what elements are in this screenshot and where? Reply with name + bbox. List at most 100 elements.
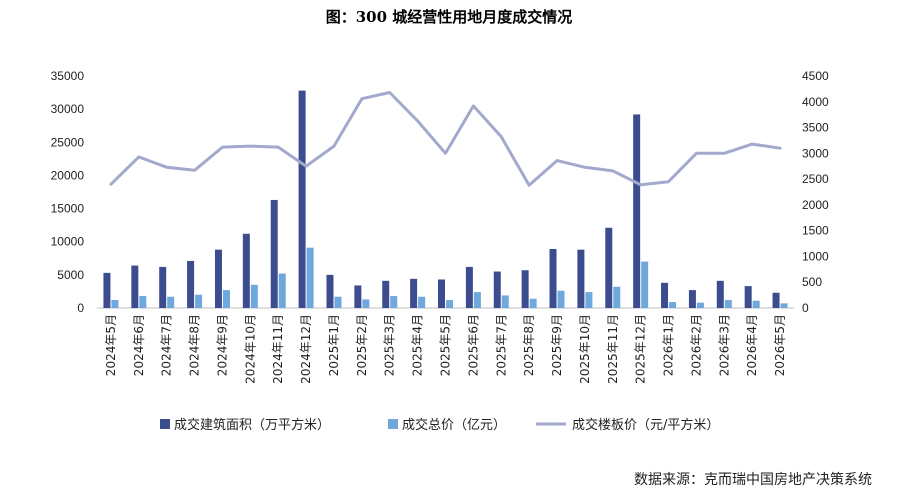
legend: 成交建筑面积（万平方米） 成交总价（亿元） 成交楼板价（元/平方米） — [160, 417, 719, 433]
bar-area — [661, 282, 669, 308]
x-tick-label: 2025年8月 — [522, 314, 536, 376]
line-point — [416, 120, 419, 122]
bar-area — [131, 265, 139, 308]
line-point — [639, 183, 642, 186]
line-point — [723, 152, 726, 155]
right-tick-label: 1000 — [802, 249, 829, 263]
left-tick-label: 20000 — [51, 168, 85, 182]
right-tick-label: 3500 — [802, 121, 829, 135]
bar-area — [521, 270, 529, 308]
x-tick-label: 2025年5月 — [439, 314, 453, 376]
bar-series — [103, 90, 788, 309]
x-tick-label: 2026年2月 — [689, 314, 703, 376]
right-tick-label: 4000 — [802, 95, 829, 109]
line-point — [779, 147, 781, 149]
bar-total-price — [780, 303, 788, 308]
right-tick-label: 2500 — [802, 172, 829, 186]
line-point — [528, 184, 530, 187]
legend-swatch-total-price — [388, 419, 398, 429]
right-tick-label: 4500 — [802, 69, 829, 83]
bar-area — [326, 274, 334, 308]
x-tick-label: 2026年1月 — [662, 314, 676, 376]
line-point — [361, 97, 363, 100]
line-point — [472, 105, 475, 107]
bar-total-price — [752, 300, 760, 308]
bar-total-price — [167, 296, 175, 308]
bar-total-price — [362, 299, 370, 308]
line-point — [667, 180, 670, 183]
bar-total-price — [473, 292, 481, 308]
bar-total-price — [501, 295, 509, 308]
line-point — [444, 152, 447, 155]
bar-total-price — [222, 290, 230, 308]
bar-area — [214, 249, 222, 308]
left-tick-label: 15000 — [51, 202, 85, 216]
left-tick-label: 5000 — [57, 268, 84, 282]
line-point — [333, 145, 335, 147]
x-axis-ticks: 2024年5月 2024年6月 2024年7月 2024年8月 2024年9月 2024年… — [104, 314, 787, 384]
bar-area — [577, 249, 585, 308]
bar-total-price — [390, 296, 398, 308]
left-tick-label: 25000 — [51, 135, 85, 149]
right-tick-label: 0 — [802, 301, 809, 315]
x-tick-label: 2024年12月 — [299, 314, 313, 384]
line-point — [193, 169, 196, 172]
bar-area — [465, 266, 473, 308]
bar-total-price — [306, 247, 314, 308]
x-tick-label: 2024年11月 — [271, 314, 285, 384]
bar-total-price — [195, 294, 203, 308]
source-note: 数据来源：克而瑞中国房地产决策系统 — [634, 471, 872, 488]
x-tick-label: 2024年6月 — [132, 314, 146, 376]
x-tick-label: 2025年10月 — [578, 314, 592, 384]
bar-area — [605, 227, 613, 308]
legend-label-total-price: 成交总价（亿元） — [402, 417, 506, 433]
x-tick-label: 2024年10月 — [243, 314, 257, 384]
bar-total-price — [724, 300, 732, 308]
bar-total-price — [250, 284, 258, 308]
bar-total-price — [278, 273, 286, 308]
line-point — [695, 152, 698, 155]
x-tick-label: 2026年4月 — [745, 314, 759, 376]
bar-area — [744, 286, 752, 308]
bar-area — [688, 290, 696, 308]
line-point — [305, 165, 307, 168]
right-tick-label: 1500 — [802, 224, 829, 238]
bar-area — [438, 279, 445, 308]
x-tick-label: 2025年1月 — [327, 314, 341, 376]
bar-area — [493, 271, 501, 308]
bar-area — [549, 249, 557, 308]
x-tick-label: 2024年8月 — [188, 314, 202, 376]
x-tick-label: 2025年6月 — [466, 314, 480, 376]
x-tick-label: 2025年11月 — [606, 314, 620, 384]
right-tick-label: 2000 — [802, 198, 829, 212]
bar-total-price — [334, 296, 342, 308]
x-tick-label: 2024年9月 — [215, 314, 229, 376]
bar-total-price — [641, 261, 649, 308]
line-point — [500, 136, 503, 138]
left-tick-label: 30000 — [51, 102, 85, 116]
line-point — [556, 159, 558, 162]
bar-area — [103, 272, 111, 308]
line-floor-price — [109, 91, 782, 187]
legend-swatch-area — [160, 419, 170, 429]
line-point — [221, 146, 224, 148]
left-tick-label: 10000 — [51, 235, 85, 249]
line-point — [611, 170, 614, 172]
line-point — [388, 91, 391, 94]
line-point — [110, 183, 112, 186]
line-point — [138, 156, 140, 158]
x-tick-label: 2024年7月 — [160, 314, 174, 376]
legend-label-area: 成交建筑面积（万平方米） — [174, 417, 330, 433]
bar-total-price — [585, 292, 593, 308]
bar-area — [187, 260, 195, 308]
bar-total-price — [557, 290, 565, 308]
legend-label-floor-price: 成交楼板价（元/平方米） — [572, 417, 719, 433]
chart-title: 图：300 城经营性用地月度成交情况 — [326, 8, 573, 26]
bar-total-price — [446, 300, 453, 308]
x-tick-label: 2025年12月 — [634, 314, 648, 384]
line-point — [584, 166, 586, 169]
x-tick-label: 2025年7月 — [494, 314, 508, 376]
bar-area — [382, 280, 390, 308]
